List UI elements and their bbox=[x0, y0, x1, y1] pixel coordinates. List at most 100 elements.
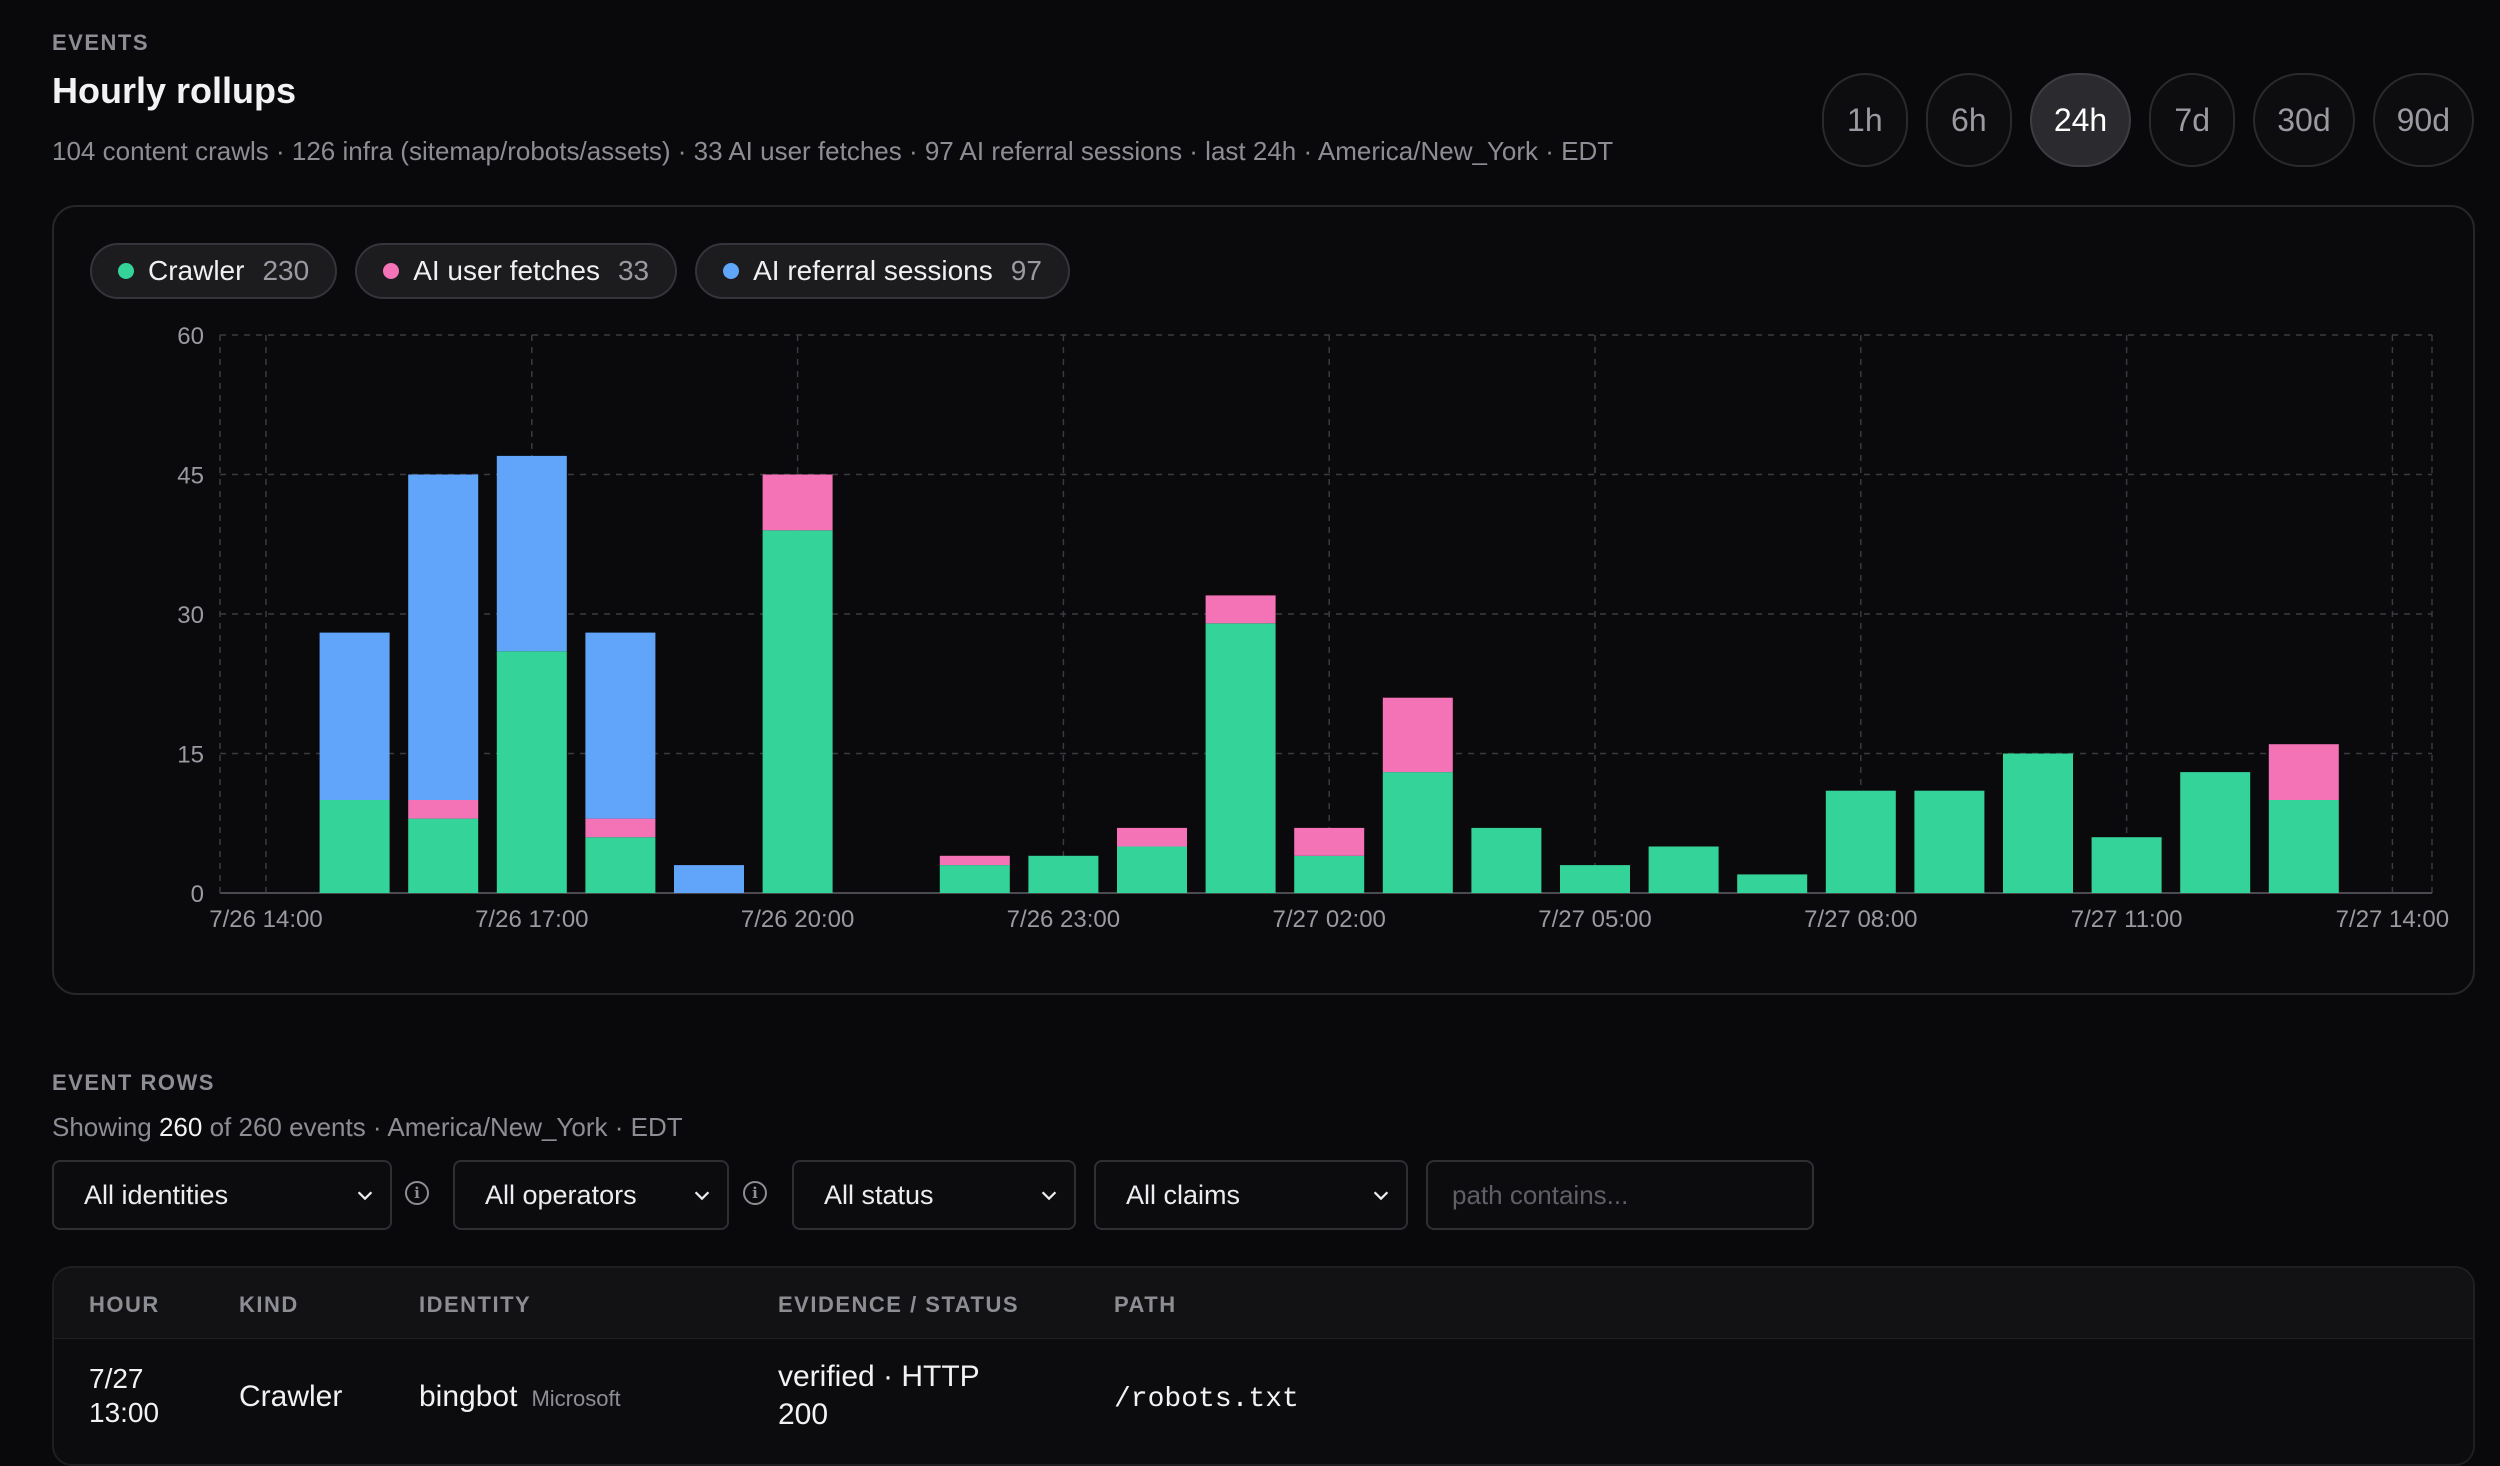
bar-segment-crawler bbox=[939, 865, 1010, 893]
legend-count: 97 bbox=[1010, 255, 1042, 286]
bar-segment-ai-user-fetches bbox=[2268, 744, 2339, 800]
identity-name: bingbot bbox=[419, 1380, 518, 1413]
x-tick-label: 7/27 11:00 bbox=[2071, 906, 2183, 933]
range-1h-button[interactable]: 1h bbox=[1821, 73, 1908, 167]
bar-segment-crawler bbox=[1560, 865, 1630, 893]
column-header-identity[interactable]: IDENTITY bbox=[419, 1292, 532, 1317]
status-select-value: All status bbox=[824, 1179, 934, 1210]
time-range-selector: 1h 6h 24h 7d 30d 90d bbox=[1821, 73, 2474, 167]
range-90d-button[interactable]: 90d bbox=[2372, 73, 2474, 167]
range-6h-button[interactable]: 6h bbox=[1925, 73, 2012, 167]
range-24h-button[interactable]: 24h bbox=[2029, 73, 2132, 167]
bar-segment-ai-user-fetches bbox=[585, 818, 656, 838]
operators-select-value: All operators bbox=[485, 1179, 637, 1210]
filter-bar: All identities i All operators i All sta… bbox=[52, 1160, 2452, 1230]
path-contains-input[interactable] bbox=[1426, 1160, 1814, 1230]
bar-segment-crawler bbox=[1737, 874, 1808, 893]
row-path[interactable]: /robots.txt bbox=[1114, 1384, 1299, 1415]
row-hour-date: 7/27 bbox=[89, 1363, 144, 1394]
row-hour-time: 13:00 bbox=[89, 1397, 160, 1428]
bar-segment-crawler bbox=[2180, 772, 2251, 893]
legend-item-crawler[interactable]: Crawler 230 bbox=[90, 243, 338, 299]
legend-count: 33 bbox=[617, 255, 650, 286]
legend-count: 230 bbox=[262, 255, 310, 286]
bar-segment-crawler bbox=[2003, 753, 2073, 893]
ai-referral-sessions-dot-icon bbox=[723, 263, 740, 279]
legend-item-ai-user-fetches[interactable]: AI user fetches 33 bbox=[355, 243, 678, 299]
identities-info-icon[interactable]: i bbox=[405, 1181, 429, 1205]
range-30d-button[interactable]: 30d bbox=[2253, 73, 2355, 167]
bar-segment-crawler bbox=[1294, 855, 1365, 893]
chevron-down-icon bbox=[357, 1191, 373, 1201]
row-hour: 7/27 13:00 bbox=[89, 1362, 159, 1430]
bar-segment-crawler bbox=[1028, 855, 1099, 893]
x-tick-label: 7/27 14:00 bbox=[2336, 906, 2449, 933]
hourly-stacked-bar-chart: 0 15 30 45 60 7/26 14:00 7/26 17:00 7/26 20:00 7… bbox=[177, 323, 2449, 933]
events-table: HOUR KIND IDENTITY EVIDENCE / STATUS PAT… bbox=[52, 1266, 2475, 1466]
x-tick-label: 7/26 23:00 bbox=[1007, 906, 1120, 933]
page-title: Hourly rollups bbox=[52, 70, 297, 111]
event-rows-summary: Showing 260 of 260 events · America/New_… bbox=[52, 1112, 683, 1143]
chart-legend: Crawler 230 AI user fetches 33 AI referr… bbox=[90, 243, 1070, 299]
bar-segment-crawler bbox=[1914, 790, 1985, 893]
row-identity: bingbot Microsoft bbox=[419, 1380, 621, 1414]
y-tick-label: 45 bbox=[177, 463, 204, 490]
bar-segment-crawler bbox=[2091, 837, 2162, 893]
x-tick-label: 7/27 08:00 bbox=[1804, 906, 1917, 933]
chevron-down-icon bbox=[694, 1191, 710, 1201]
table-row[interactable]: 7/27 13:00 Crawler bingbot Microsoft veri… bbox=[54, 1340, 2473, 1464]
bar-segment-ai-user-fetches bbox=[408, 800, 479, 819]
operators-info-icon[interactable]: i bbox=[743, 1181, 767, 1205]
bar-segment-crawler bbox=[1382, 772, 1453, 893]
identities-select[interactable]: All identities bbox=[52, 1160, 392, 1230]
showing-count: 260 bbox=[158, 1112, 203, 1142]
chart-card: Crawler 230 AI user fetches 33 AI referr… bbox=[52, 205, 2475, 995]
bar-segment-crawler bbox=[408, 818, 479, 893]
events-section-label: EVENTS bbox=[52, 30, 150, 55]
bar-segment-crawler bbox=[762, 530, 833, 893]
identity-operator: Microsoft bbox=[531, 1386, 621, 1411]
summary-subtitle: 104 content crawls · 126 infra (sitemap/… bbox=[52, 136, 1614, 166]
y-tick-label: 0 bbox=[191, 881, 204, 908]
range-7d-button[interactable]: 7d bbox=[2149, 73, 2236, 167]
x-tick-label: 7/27 02:00 bbox=[1272, 906, 1385, 933]
bar-segment-ai-user-fetches bbox=[1294, 827, 1365, 856]
chevron-down-icon bbox=[1373, 1191, 1389, 1201]
event-rows-section-label: EVENT ROWS bbox=[52, 1070, 215, 1095]
crawler-dot-icon bbox=[118, 263, 134, 279]
bar-segment-ai-user-fetches bbox=[1117, 827, 1187, 847]
status-select[interactable]: All status bbox=[792, 1160, 1076, 1230]
bar-segment-ai-referral-sessions bbox=[496, 455, 567, 652]
y-tick-label: 30 bbox=[177, 602, 204, 629]
bar-segment-crawler bbox=[496, 651, 567, 893]
column-header-evidence-status[interactable]: EVIDENCE / STATUS bbox=[778, 1292, 1020, 1317]
bar-segment-crawler bbox=[2268, 800, 2339, 893]
row-evidence-status: verified · HTTP 200 bbox=[778, 1358, 980, 1434]
legend-item-ai-referral-sessions[interactable]: AI referral sessions 97 bbox=[695, 243, 1070, 299]
bar-segment-crawler bbox=[1117, 846, 1187, 893]
column-header-kind[interactable]: KIND bbox=[239, 1292, 299, 1317]
legend-label: AI referral sessions bbox=[753, 255, 993, 286]
chevron-down-icon bbox=[1041, 1191, 1057, 1201]
evidence-line-2: 200 bbox=[778, 1398, 829, 1431]
bar-segment-ai-referral-sessions bbox=[319, 632, 390, 800]
bar-segment-crawler bbox=[1825, 790, 1896, 893]
bar-segment-ai-user-fetches bbox=[1205, 595, 1276, 624]
bar-segment-crawler bbox=[1205, 623, 1276, 893]
row-kind: Crawler bbox=[239, 1380, 343, 1413]
bar-segment-crawler bbox=[1471, 827, 1542, 893]
table-header: HOUR KIND IDENTITY EVIDENCE / STATUS PAT… bbox=[54, 1268, 2473, 1339]
claims-select[interactable]: All claims bbox=[1094, 1160, 1408, 1230]
column-header-hour[interactable]: HOUR bbox=[89, 1292, 160, 1317]
column-header-path[interactable]: PATH bbox=[1114, 1292, 1177, 1317]
bar-segment-ai-referral-sessions bbox=[585, 632, 656, 819]
bar-segment-ai-user-fetches bbox=[939, 855, 1010, 866]
x-tick-label: 7/26 14:00 bbox=[209, 906, 322, 933]
operators-select[interactable]: All operators bbox=[453, 1160, 729, 1230]
identities-select-value: All identities bbox=[84, 1179, 229, 1210]
bar-segment-ai-user-fetches bbox=[1382, 697, 1453, 773]
bar-segment-crawler bbox=[585, 837, 656, 893]
bar-segment-ai-referral-sessions bbox=[408, 474, 479, 800]
claims-select-value: All claims bbox=[1126, 1179, 1241, 1210]
legend-label: AI user fetches bbox=[413, 255, 600, 286]
